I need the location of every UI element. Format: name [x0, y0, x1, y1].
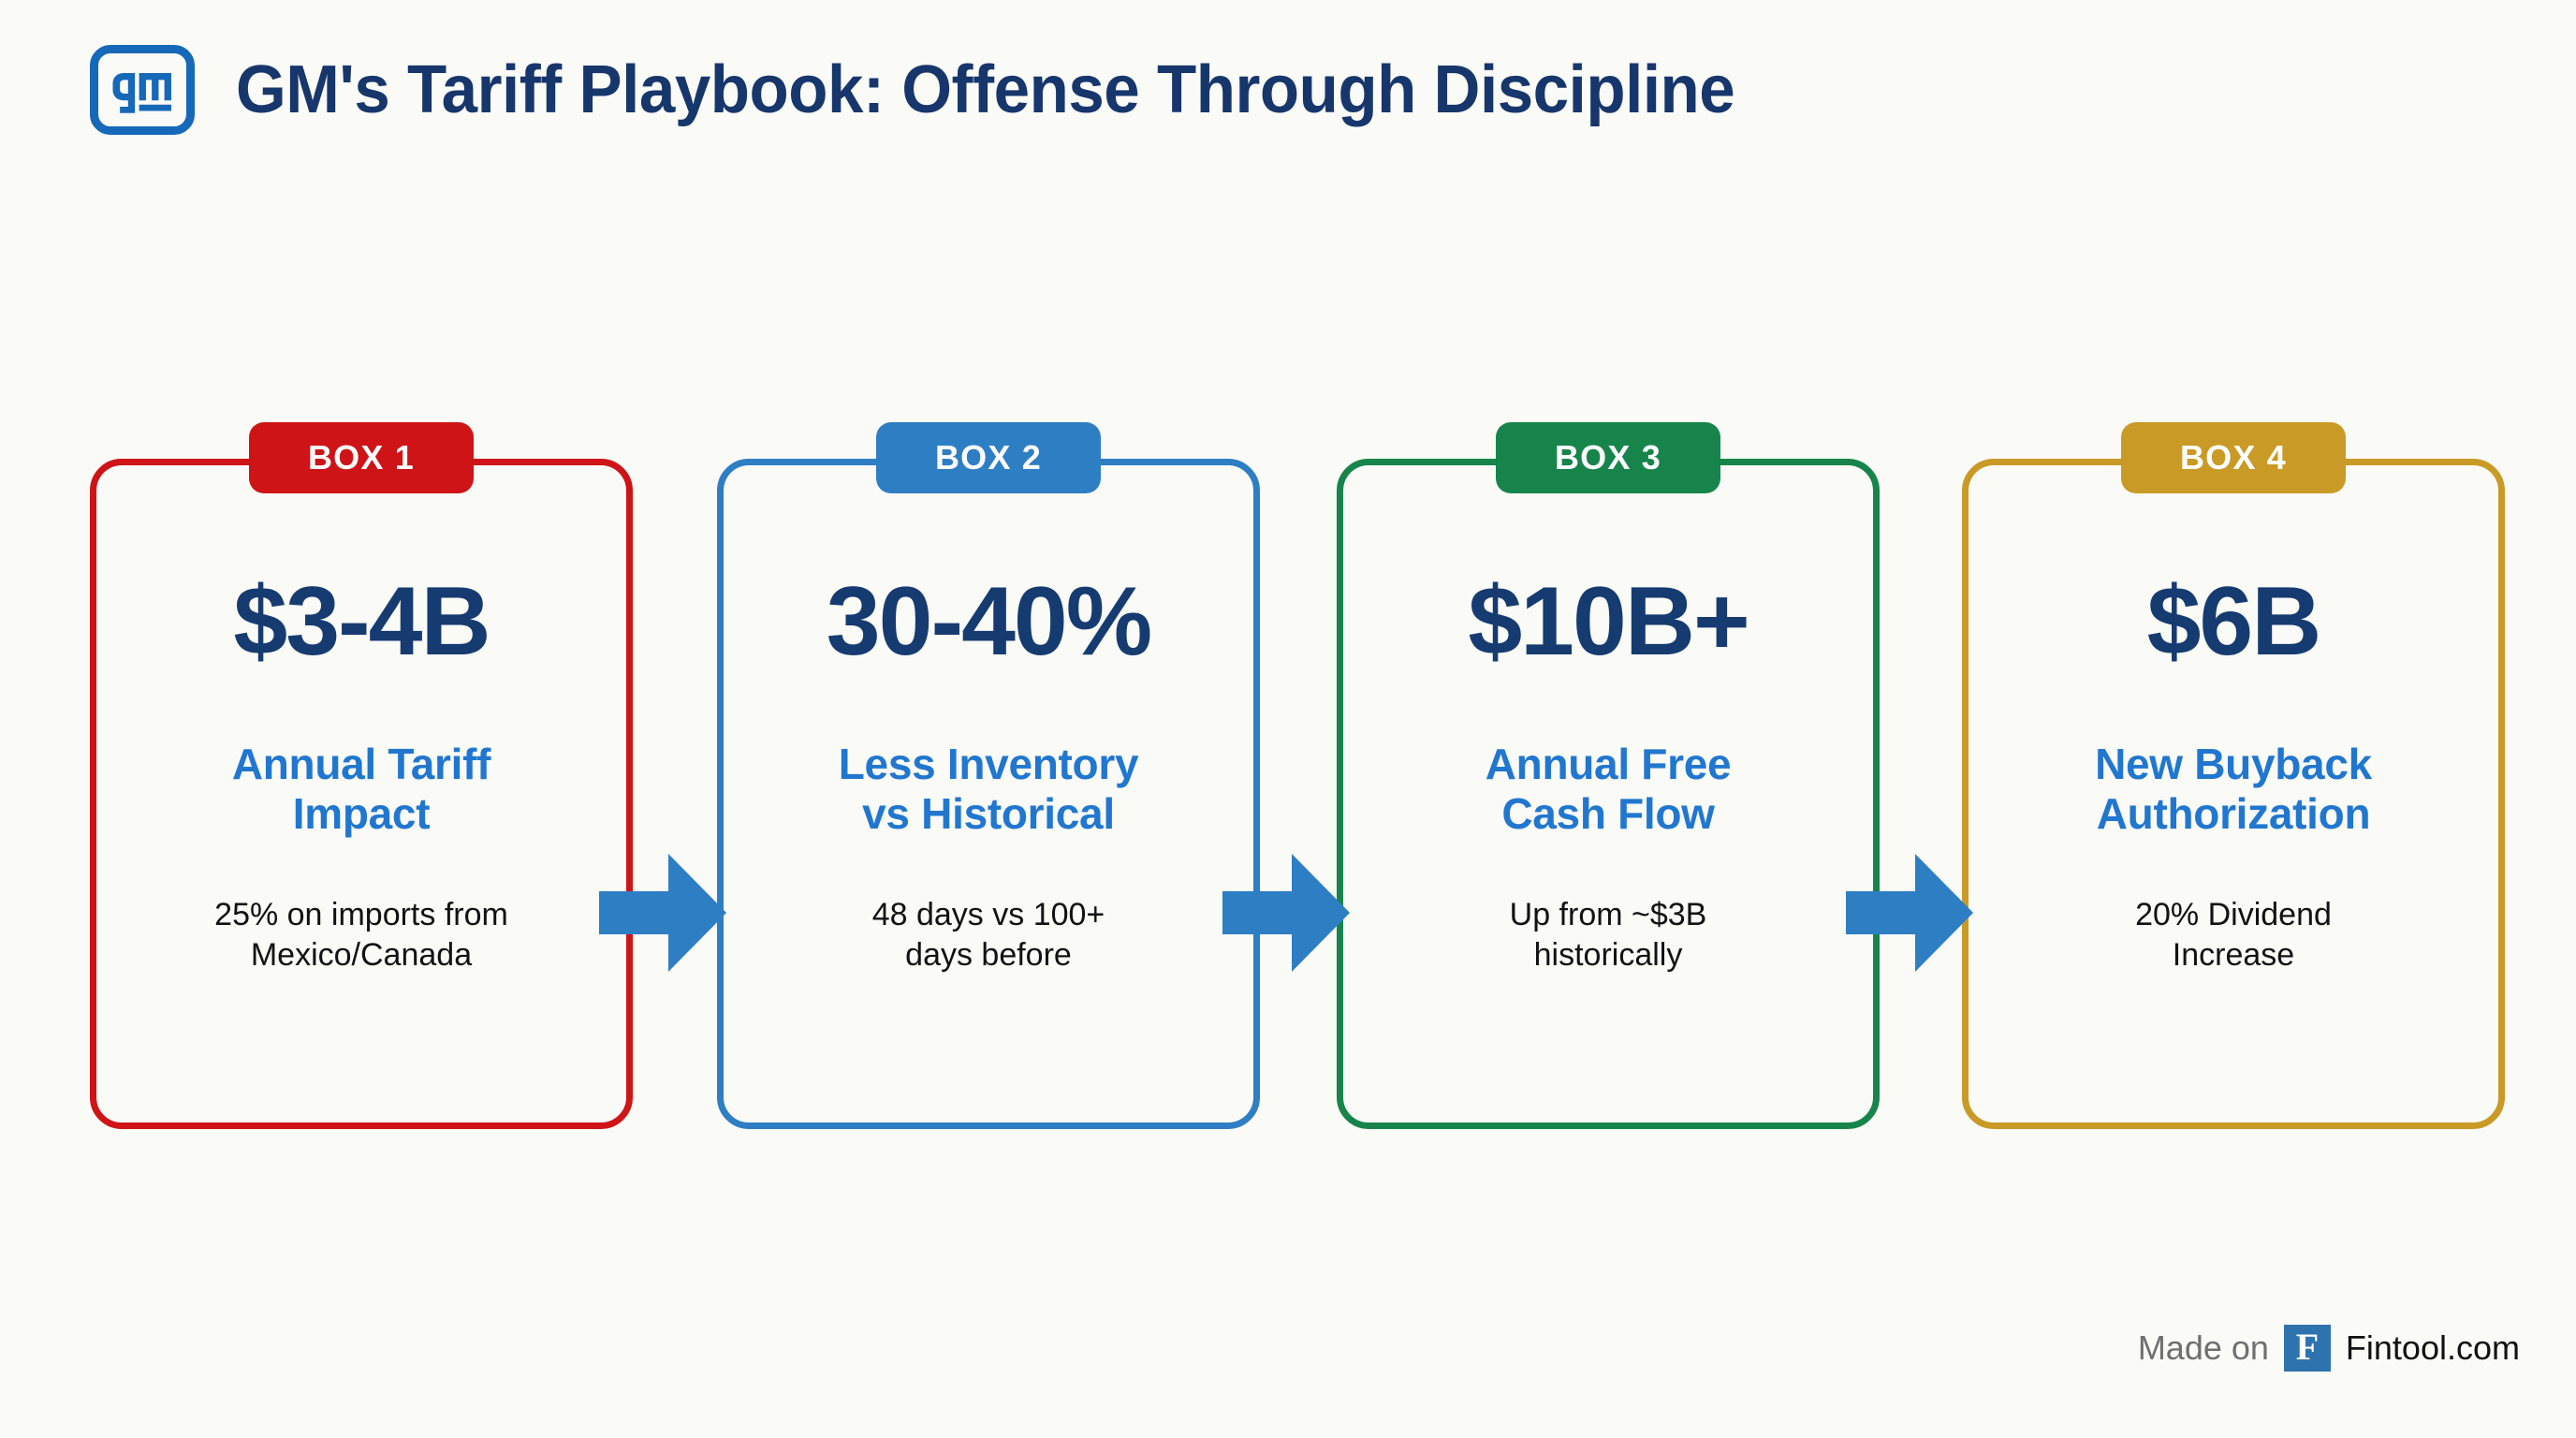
- box-caption-1: 25% on imports from Mexico/Canada: [214, 895, 508, 976]
- flow-box-3[interactable]: BOX 3 $10B+ Annual Free Cash Flow Up fro…: [1337, 422, 1880, 1129]
- box-body-2: 30-40% Less Inventory vs Historical 48 d…: [717, 528, 1260, 1097]
- box-label-4-line1: New Buyback: [2095, 740, 2372, 788]
- box-metric-3: $10B+: [1468, 567, 1749, 676]
- box-caption-4: 20% Dividend Increase: [2135, 895, 2332, 976]
- box-badge-2: BOX 2: [876, 422, 1101, 493]
- box-label-2: Less Inventory vs Historical: [838, 740, 1139, 839]
- box-metric-4: $6B: [2146, 567, 2322, 676]
- box-caption-2: 48 days vs 100+ days before: [872, 895, 1105, 976]
- flow-box-1[interactable]: BOX 1 $3-4B Annual Tariff Impact 25% on …: [90, 422, 633, 1129]
- footer-attribution: Made on F Fintool.com: [2138, 1325, 2520, 1372]
- page-title: GM's Tariff Playbook: Offense Through Di…: [236, 52, 1735, 127]
- page-header: GM's Tariff Playbook: Offense Through Di…: [90, 45, 1797, 135]
- fintool-brand-name[interactable]: Fintool.com: [2345, 1328, 2520, 1367]
- flow-box-4[interactable]: BOX 4 $6B New Buyback Authorization 20% …: [1962, 422, 2505, 1129]
- box-caption-4-line1: 20% Dividend: [2135, 896, 2332, 932]
- arrow-right-icon: [1846, 854, 1973, 972]
- flow-diagram: BOX 1 $3-4B Annual Tariff Impact 25% on …: [0, 422, 2576, 1135]
- box-label-1-line1: Annual Tariff: [231, 740, 491, 788]
- box-label-3-line1: Annual Free: [1485, 740, 1732, 788]
- box-badge-4: BOX 4: [2121, 422, 2346, 493]
- box-body-3: $10B+ Annual Free Cash Flow Up from ~$3B…: [1337, 528, 1880, 1097]
- box-label-1: Annual Tariff Impact: [231, 740, 491, 839]
- box-caption-1-line2: Mexico/Canada: [250, 937, 473, 974]
- box-caption-2-line1: 48 days vs 100+: [871, 896, 1105, 932]
- fintool-logo-letter: F: [2295, 1326, 2320, 1368]
- box-label-3-line2: Cash Flow: [1501, 788, 1715, 838]
- box-metric-2: 30-40%: [826, 567, 1152, 676]
- box-caption-4-line2: Increase: [2172, 937, 2295, 974]
- fintool-logo-icon: F: [2283, 1325, 2331, 1372]
- box-metric-1: $3-4B: [233, 567, 490, 676]
- arrow-right-icon: [599, 854, 726, 972]
- arrow-right-icon: [1222, 854, 1350, 972]
- box-caption-1-line1: 25% on imports from: [214, 896, 508, 932]
- box-caption-3: Up from ~$3B historically: [1510, 895, 1707, 976]
- box-label-1-line2: Impact: [292, 788, 431, 838]
- box-label-2-line2: vs Historical: [862, 788, 1115, 838]
- box-caption-3-line2: historically: [1533, 937, 1683, 974]
- box-caption-2-line2: days before: [905, 937, 1072, 974]
- made-on-label: Made on: [2137, 1328, 2269, 1367]
- flow-box-2[interactable]: BOX 2 30-40% Less Inventory vs Historica…: [717, 422, 1260, 1129]
- box-body-4: $6B New Buyback Authorization 20% Divide…: [1962, 528, 2505, 1097]
- box-label-3: Annual Free Cash Flow: [1486, 740, 1732, 839]
- box-label-4-line2: Authorization: [2096, 788, 2371, 838]
- box-label-4: New Buyback Authorization: [2095, 740, 2372, 839]
- box-badge-1: BOX 1: [249, 422, 474, 493]
- box-badge-3: BOX 3: [1496, 422, 1720, 493]
- gm-logo-icon: [90, 45, 195, 135]
- box-label-2-line1: Less Inventory: [838, 740, 1139, 788]
- box-caption-3-line1: Up from ~$3B: [1509, 896, 1707, 932]
- box-body-1: $3-4B Annual Tariff Impact 25% on import…: [90, 528, 633, 1097]
